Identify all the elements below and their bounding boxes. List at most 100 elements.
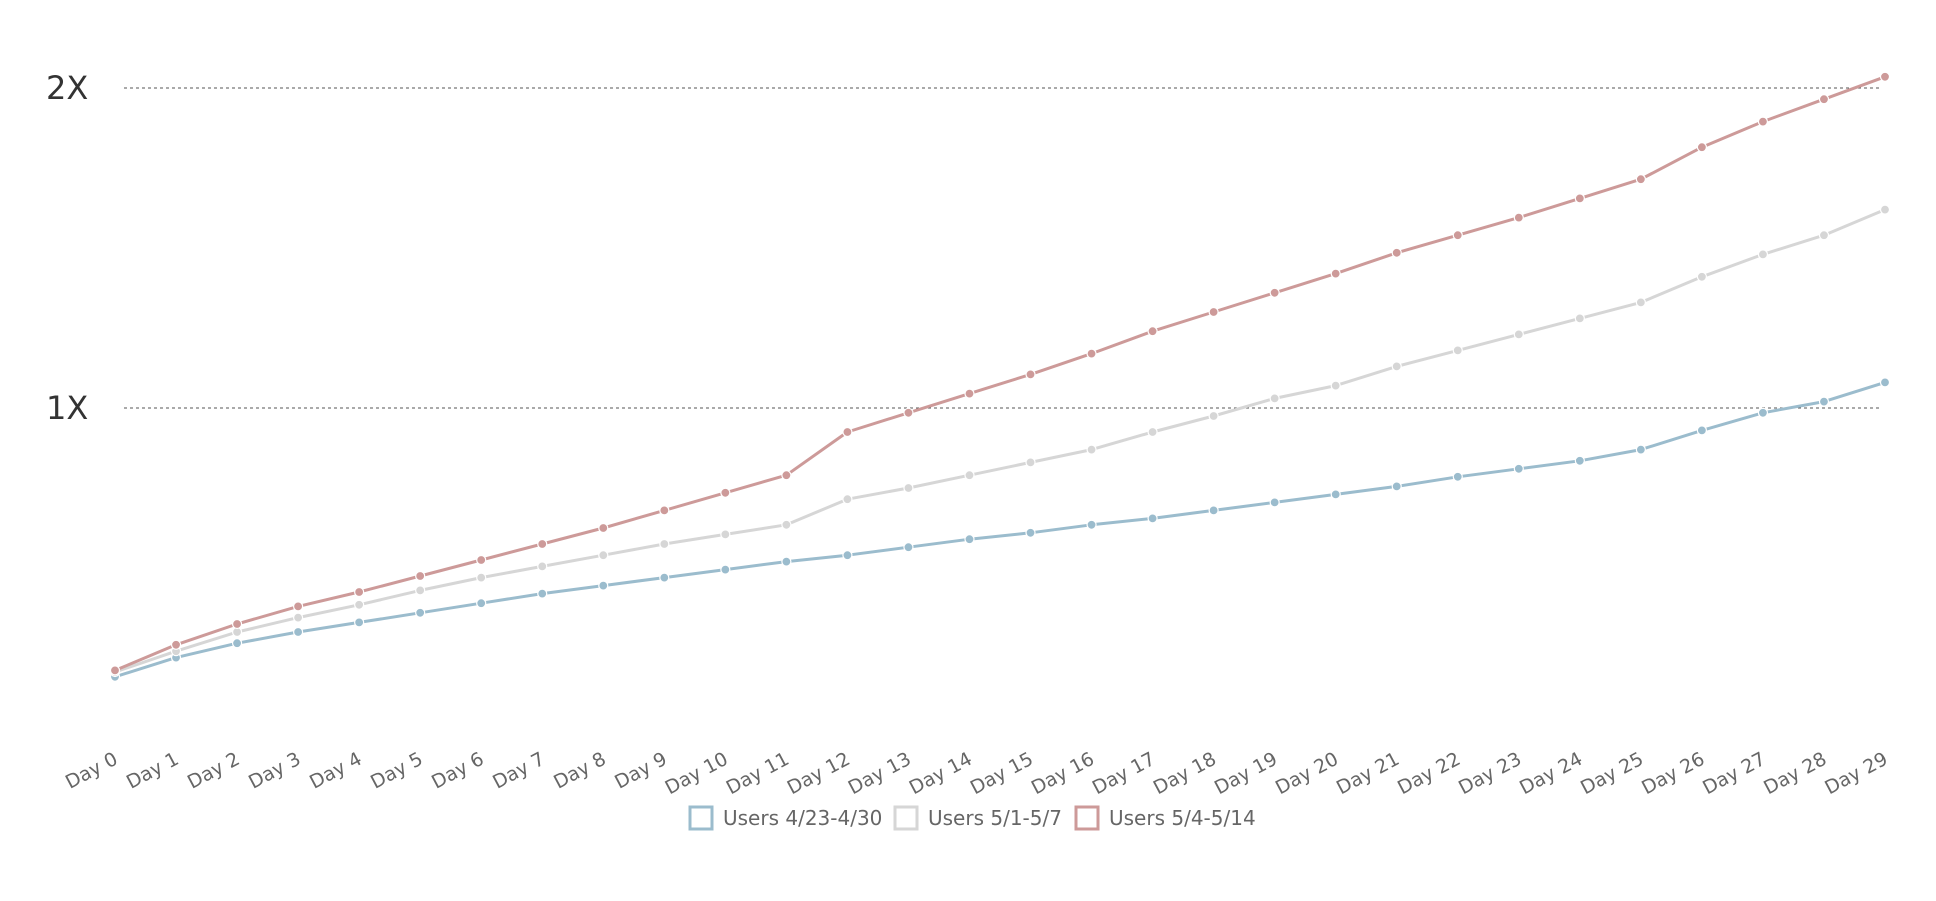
x-tick-label: Day 15 xyxy=(967,748,1037,799)
data-point[interactable] xyxy=(598,522,609,534)
data-point[interactable] xyxy=(1513,212,1524,223)
data-point[interactable] xyxy=(1086,348,1097,359)
data-point[interactable] xyxy=(1391,247,1402,258)
data-point[interactable] xyxy=(903,542,914,553)
data-point[interactable] xyxy=(354,599,365,610)
data-point[interactable] xyxy=(1025,527,1036,538)
data-point[interactable] xyxy=(231,618,243,630)
data-point[interactable] xyxy=(1452,471,1463,482)
data-point[interactable] xyxy=(842,426,853,438)
data-point[interactable] xyxy=(1208,410,1219,422)
data-point[interactable] xyxy=(1208,505,1219,516)
data-point[interactable] xyxy=(964,470,975,481)
data-point[interactable] xyxy=(1452,345,1463,356)
legend-swatch xyxy=(1074,805,1100,831)
data-point[interactable] xyxy=(293,612,304,623)
data-point[interactable] xyxy=(1879,71,1891,82)
data-point[interactable] xyxy=(1574,313,1585,324)
data-point[interactable] xyxy=(1452,230,1463,241)
data-point[interactable] xyxy=(598,580,609,591)
data-point[interactable] xyxy=(415,570,426,582)
data-point[interactable] xyxy=(1391,361,1402,372)
data-point[interactable] xyxy=(1696,425,1707,436)
data-point[interactable] xyxy=(1025,457,1036,468)
data-point[interactable] xyxy=(1757,407,1769,418)
x-tick-label: Day 14 xyxy=(906,748,976,799)
data-point[interactable] xyxy=(1513,329,1524,340)
data-point[interactable] xyxy=(598,550,609,561)
legend-item[interactable]: Users 4/23-4/30 xyxy=(688,805,882,831)
data-point[interactable] xyxy=(720,529,731,540)
data-point[interactable] xyxy=(1757,116,1769,127)
data-point[interactable] xyxy=(1147,426,1158,438)
data-point[interactable] xyxy=(1513,463,1524,474)
series-line xyxy=(113,380,1887,679)
x-tick-label: Day 16 xyxy=(1028,748,1098,799)
data-point[interactable] xyxy=(476,554,487,566)
data-point[interactable] xyxy=(1208,306,1219,318)
data-point[interactable] xyxy=(720,487,731,498)
data-point[interactable] xyxy=(109,665,121,676)
data-point[interactable] xyxy=(903,482,914,494)
x-tick-label: Day 7 xyxy=(489,748,548,794)
data-point[interactable] xyxy=(1879,377,1891,388)
data-point[interactable] xyxy=(1086,519,1097,530)
data-point[interactable] xyxy=(293,601,304,612)
data-point[interactable] xyxy=(354,617,365,628)
data-point[interactable] xyxy=(1269,393,1280,404)
data-point[interactable] xyxy=(415,607,426,618)
legend-label: Users 5/1-5/7 xyxy=(928,806,1062,830)
data-point[interactable] xyxy=(1574,193,1585,204)
data-point[interactable] xyxy=(1269,497,1280,508)
data-point[interactable] xyxy=(170,639,182,650)
data-point[interactable] xyxy=(1574,455,1585,466)
data-point[interactable] xyxy=(964,534,975,545)
data-point[interactable] xyxy=(1086,444,1097,455)
data-point[interactable] xyxy=(781,470,792,481)
x-tick-label: Day 13 xyxy=(845,748,915,799)
data-point[interactable] xyxy=(1147,326,1158,337)
data-point[interactable] xyxy=(293,626,304,638)
data-point[interactable] xyxy=(1818,94,1830,105)
data-point[interactable] xyxy=(1269,287,1280,298)
data-point[interactable] xyxy=(903,407,914,418)
data-point[interactable] xyxy=(476,572,487,583)
data-point[interactable] xyxy=(1330,268,1341,279)
data-point[interactable] xyxy=(1635,444,1646,455)
data-point[interactable] xyxy=(659,538,670,550)
data-point[interactable] xyxy=(1696,142,1707,153)
data-point[interactable] xyxy=(1330,489,1341,500)
data-point[interactable] xyxy=(1696,271,1707,282)
data-point[interactable] xyxy=(1330,380,1341,391)
data-point[interactable] xyxy=(1635,297,1646,308)
data-point[interactable] xyxy=(1025,369,1036,380)
data-point[interactable] xyxy=(1879,204,1891,215)
data-point[interactable] xyxy=(1818,396,1830,407)
data-point[interactable] xyxy=(537,588,548,599)
data-point[interactable] xyxy=(964,388,975,399)
x-tick-label: Day 28 xyxy=(1760,748,1830,799)
data-point[interactable] xyxy=(415,585,426,596)
x-tick-label: Day 6 xyxy=(428,748,487,794)
data-point[interactable] xyxy=(1147,513,1158,524)
data-point[interactable] xyxy=(659,505,670,516)
data-point[interactable] xyxy=(720,564,731,575)
data-point[interactable] xyxy=(1757,249,1769,260)
data-point[interactable] xyxy=(659,572,670,583)
data-point[interactable] xyxy=(537,561,548,572)
data-point[interactable] xyxy=(537,538,548,550)
legend-item[interactable]: Users 5/1-5/7 xyxy=(893,805,1062,831)
legend-item[interactable]: Users 5/4-5/14 xyxy=(1074,805,1256,831)
x-tick-label: Day 12 xyxy=(784,748,854,799)
data-point[interactable] xyxy=(1635,174,1646,185)
data-point[interactable] xyxy=(1391,481,1402,492)
data-point[interactable] xyxy=(842,550,853,561)
data-point[interactable] xyxy=(354,586,365,598)
data-point[interactable] xyxy=(476,598,487,609)
data-point[interactable] xyxy=(1818,230,1830,241)
x-tick-label: Day 20 xyxy=(1272,748,1342,799)
data-point[interactable] xyxy=(842,494,853,505)
data-point[interactable] xyxy=(781,519,792,530)
data-point[interactable] xyxy=(231,638,243,649)
data-point[interactable] xyxy=(781,556,792,567)
